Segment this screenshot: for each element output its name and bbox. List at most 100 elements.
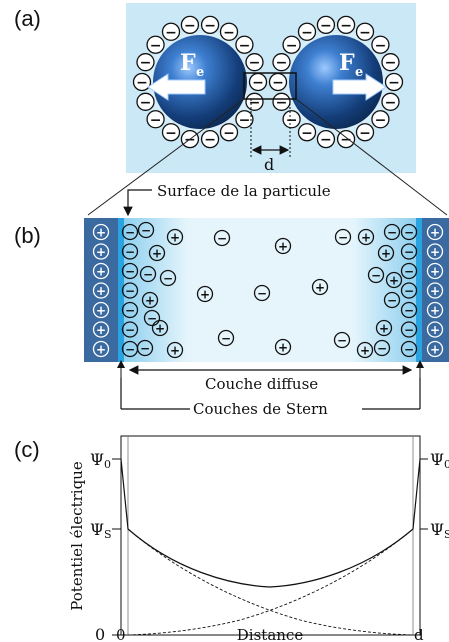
svg-text:+: + bbox=[155, 321, 165, 335]
svg-text:−: − bbox=[387, 293, 397, 307]
negative-ion: − bbox=[161, 22, 181, 41]
diffuse-positive-ion: + bbox=[151, 319, 169, 337]
svg-text:−: − bbox=[125, 284, 135, 298]
svg-text:−: − bbox=[388, 75, 400, 91]
svg-text:+: + bbox=[389, 273, 399, 287]
diffuse-positive-ion: + bbox=[356, 341, 374, 359]
svg-text:−: − bbox=[301, 25, 313, 41]
negative-ion: − bbox=[272, 53, 291, 72]
svg-text:−: − bbox=[359, 25, 371, 41]
svg-text:−: − bbox=[385, 55, 397, 71]
svg-text:e: e bbox=[355, 65, 363, 80]
tick-psiS-right: ΨS bbox=[430, 520, 449, 541]
svg-text:+: + bbox=[170, 230, 180, 244]
svg-text:−: − bbox=[221, 331, 231, 345]
svg-text:−: − bbox=[184, 132, 196, 148]
svg-text:−: − bbox=[272, 75, 284, 91]
svg-text:−: − bbox=[404, 225, 414, 239]
svg-text:−: − bbox=[140, 341, 150, 355]
svg-text:−: − bbox=[337, 333, 347, 347]
stern-negative-ion: − bbox=[400, 340, 418, 358]
negative-ion: − bbox=[161, 123, 181, 142]
plate-positive-charge: + bbox=[92, 223, 110, 241]
stern-negative-ion: − bbox=[400, 321, 418, 338]
svg-text:−: − bbox=[320, 132, 332, 148]
svg-text:−: − bbox=[286, 38, 298, 54]
right-force-label: F bbox=[339, 50, 355, 76]
plate-positive-charge: + bbox=[92, 321, 110, 338]
distance-label: d bbox=[264, 155, 274, 174]
panel-b-illustration: + ++ ++ ++ ++ ++ ++ +− −− −− −− −− −− −− −− ++− −++− +−++… bbox=[84, 218, 449, 362]
svg-text:−: − bbox=[204, 132, 216, 148]
negative-ion: − bbox=[245, 92, 264, 111]
stern-layers-label: Couches de Stern bbox=[193, 400, 328, 418]
stern-negative-ion: − bbox=[400, 223, 418, 241]
stern-negative-ion: − bbox=[400, 282, 418, 299]
svg-text:−: − bbox=[249, 95, 261, 111]
plate-positive-charge: + bbox=[92, 282, 110, 299]
negative-ion: − bbox=[180, 15, 200, 35]
plate-positive-charge: + bbox=[426, 282, 444, 299]
diffuse-negative-ion: − bbox=[367, 266, 385, 284]
svg-text:+: + bbox=[430, 323, 440, 337]
tick-psi0-left: Ψ0 bbox=[90, 450, 111, 471]
svg-text:−: − bbox=[404, 342, 414, 356]
svg-text:+: + bbox=[96, 245, 106, 259]
left-force-arrow: F e bbox=[147, 50, 206, 101]
svg-text:+: + bbox=[200, 287, 210, 301]
plate-positive-charge: + bbox=[92, 301, 110, 319]
svg-text:−: − bbox=[375, 112, 387, 128]
svg-text:+: + bbox=[96, 225, 106, 239]
svg-text:−: − bbox=[385, 95, 397, 111]
svg-text:−: − bbox=[404, 303, 414, 317]
svg-text:−: − bbox=[125, 245, 135, 259]
svg-text:+: + bbox=[96, 264, 106, 278]
diffuse-positive-ion: + bbox=[148, 244, 166, 262]
negative-ion: − bbox=[371, 35, 390, 54]
stern-negative-ion: − bbox=[400, 301, 418, 319]
svg-text:−: − bbox=[371, 268, 381, 282]
svg-text:−: − bbox=[377, 341, 387, 355]
svg-text:+: + bbox=[96, 323, 106, 337]
left-decay-dashed bbox=[127, 528, 414, 636]
diffuse-layer-label: Couche diffuse bbox=[205, 375, 318, 393]
negative-ion: − bbox=[371, 110, 390, 129]
svg-text:−: − bbox=[320, 18, 332, 34]
diffuse-positive-ion: + bbox=[377, 244, 395, 262]
svg-text:−: − bbox=[125, 303, 135, 317]
panel-c-label: (c) bbox=[14, 437, 40, 462]
svg-text:−: − bbox=[375, 38, 387, 54]
surface-label: Surface de la particule bbox=[157, 182, 331, 200]
diffuse-positive-ion: + bbox=[196, 285, 214, 303]
plate-positive-charge: + bbox=[426, 340, 444, 358]
negative-ion: − bbox=[384, 72, 404, 92]
diffuse-positive-ion: + bbox=[166, 341, 184, 359]
negative-ion: − bbox=[316, 129, 336, 149]
stern-negative-ion: − bbox=[400, 243, 418, 260]
plate-positive-charge: + bbox=[426, 262, 444, 280]
svg-text:−: − bbox=[217, 231, 227, 245]
diffuse-negative-ion: − bbox=[373, 339, 391, 357]
svg-text:−: − bbox=[140, 55, 152, 71]
svg-text:−: − bbox=[340, 18, 352, 34]
stern-negative-ion: − bbox=[121, 262, 139, 280]
panel-a-label: (a) bbox=[14, 6, 41, 31]
svg-text:−: − bbox=[404, 284, 414, 298]
svg-text:−: − bbox=[204, 18, 216, 34]
plate-positive-charge: + bbox=[426, 243, 444, 260]
svg-text:−: − bbox=[276, 55, 288, 71]
total-potential-curve bbox=[120, 458, 421, 588]
stern-negative-ion: − bbox=[121, 321, 139, 338]
plate-positive-charge: + bbox=[426, 301, 444, 319]
negative-ion: − bbox=[235, 110, 254, 129]
plate-positive-charge: + bbox=[426, 321, 444, 338]
svg-text:−: − bbox=[125, 264, 135, 278]
svg-text:−: − bbox=[359, 125, 371, 141]
svg-text:+: + bbox=[430, 342, 440, 356]
diffuse-negative-ion: − bbox=[136, 339, 154, 357]
svg-text:+: + bbox=[430, 264, 440, 278]
svg-text:−: − bbox=[340, 132, 352, 148]
svg-text:+: + bbox=[96, 342, 106, 356]
svg-text:−: − bbox=[150, 38, 162, 54]
